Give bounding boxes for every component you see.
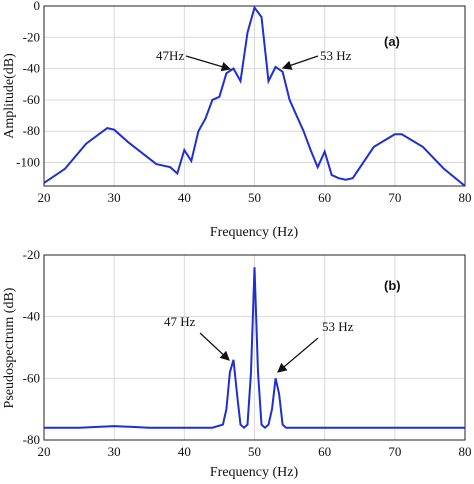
panel-b-grid bbox=[44, 255, 465, 440]
y-tick-label: -60 bbox=[23, 370, 40, 385]
panel-b-annotation-53: 53 Hz bbox=[277, 319, 354, 373]
x-tick-label: 70 bbox=[388, 190, 401, 205]
panel-b-annotation-47: 47 Hz bbox=[164, 314, 230, 361]
x-tick-label: 60 bbox=[318, 190, 331, 205]
x-tick-label: 30 bbox=[108, 190, 121, 205]
y-tick-label: -80 bbox=[23, 432, 40, 447]
x-tick-label: 60 bbox=[318, 444, 331, 459]
panel-a-annotation-53: 53 Hz bbox=[281, 48, 352, 70]
x-tick-label: 50 bbox=[248, 190, 261, 205]
panel-b-series-line bbox=[44, 267, 465, 430]
panel-a-yticks: 0 -20 -40 -60 -80 -100 bbox=[16, 0, 40, 170]
y-tick-label: -60 bbox=[23, 92, 40, 107]
panel-b-label: (b) bbox=[384, 278, 401, 293]
x-tick-label: 70 bbox=[388, 444, 401, 459]
panel-a-label: (a) bbox=[384, 34, 400, 49]
x-tick-label: 30 bbox=[108, 444, 121, 459]
panel-b-annotation-53-text: 53 Hz bbox=[322, 319, 354, 334]
panel-b-annotation-47-text: 47 Hz bbox=[164, 314, 196, 329]
y-tick-label: -20 bbox=[23, 247, 40, 262]
y-tick-label: -20 bbox=[23, 29, 40, 44]
y-tick-label: -40 bbox=[23, 309, 40, 324]
panel-a-annotation-53-text: 53 Hz bbox=[320, 48, 352, 63]
y-tick-label: -100 bbox=[16, 155, 40, 170]
y-tick-label: 0 bbox=[34, 0, 41, 13]
x-tick-label: 50 bbox=[248, 444, 261, 459]
y-tick-label: -40 bbox=[23, 61, 40, 76]
x-tick-label: 40 bbox=[178, 444, 191, 459]
y-tick-label: -80 bbox=[23, 123, 40, 138]
panel-b-annotation-53-arrow bbox=[277, 337, 319, 373]
x-tick-label: 20 bbox=[38, 190, 51, 205]
panel-a-annotation-47: 47Hz bbox=[156, 48, 232, 72]
panel-a-grid bbox=[44, 6, 465, 186]
x-tick-label: 80 bbox=[459, 190, 472, 205]
panel-a-annotation-53-arrow bbox=[281, 55, 319, 70]
x-tick-label: 40 bbox=[178, 190, 191, 205]
panel-b-ylabel: Pseudospectrum (dB) bbox=[2, 287, 17, 408]
panel-b: 20 30 40 50 60 70 80 -20 -40 -60 -80 (b) Frequenc… bbox=[2, 247, 472, 480]
panel-a-series-line bbox=[43, 5, 466, 187]
panel-b-xlabel: Frequency (Hz) bbox=[210, 465, 299, 480]
panel-a-xticks: 20 30 40 50 60 70 80 bbox=[38, 190, 472, 205]
panel-a-ylabel: Amplitude(dB) bbox=[2, 53, 17, 139]
panel-a-annotation-47-arrow bbox=[185, 55, 232, 72]
panel-b-xticks: 20 30 40 50 60 70 80 bbox=[38, 444, 472, 459]
x-tick-label: 80 bbox=[459, 444, 472, 459]
panel-a-xlabel: Frequency (Hz) bbox=[210, 225, 299, 240]
panel-b-frame bbox=[43, 254, 466, 441]
panel-a-annotation-47-text: 47Hz bbox=[156, 48, 184, 63]
panel-b-yticks: -20 -40 -60 -80 bbox=[23, 247, 40, 447]
panel-b-annotation-47-arrow bbox=[199, 332, 230, 361]
panel-a: 20 30 40 50 60 70 80 0 -20 -40 -60 -80 -100 (a) Fre… bbox=[2, 0, 472, 240]
x-tick-label: 20 bbox=[38, 444, 51, 459]
